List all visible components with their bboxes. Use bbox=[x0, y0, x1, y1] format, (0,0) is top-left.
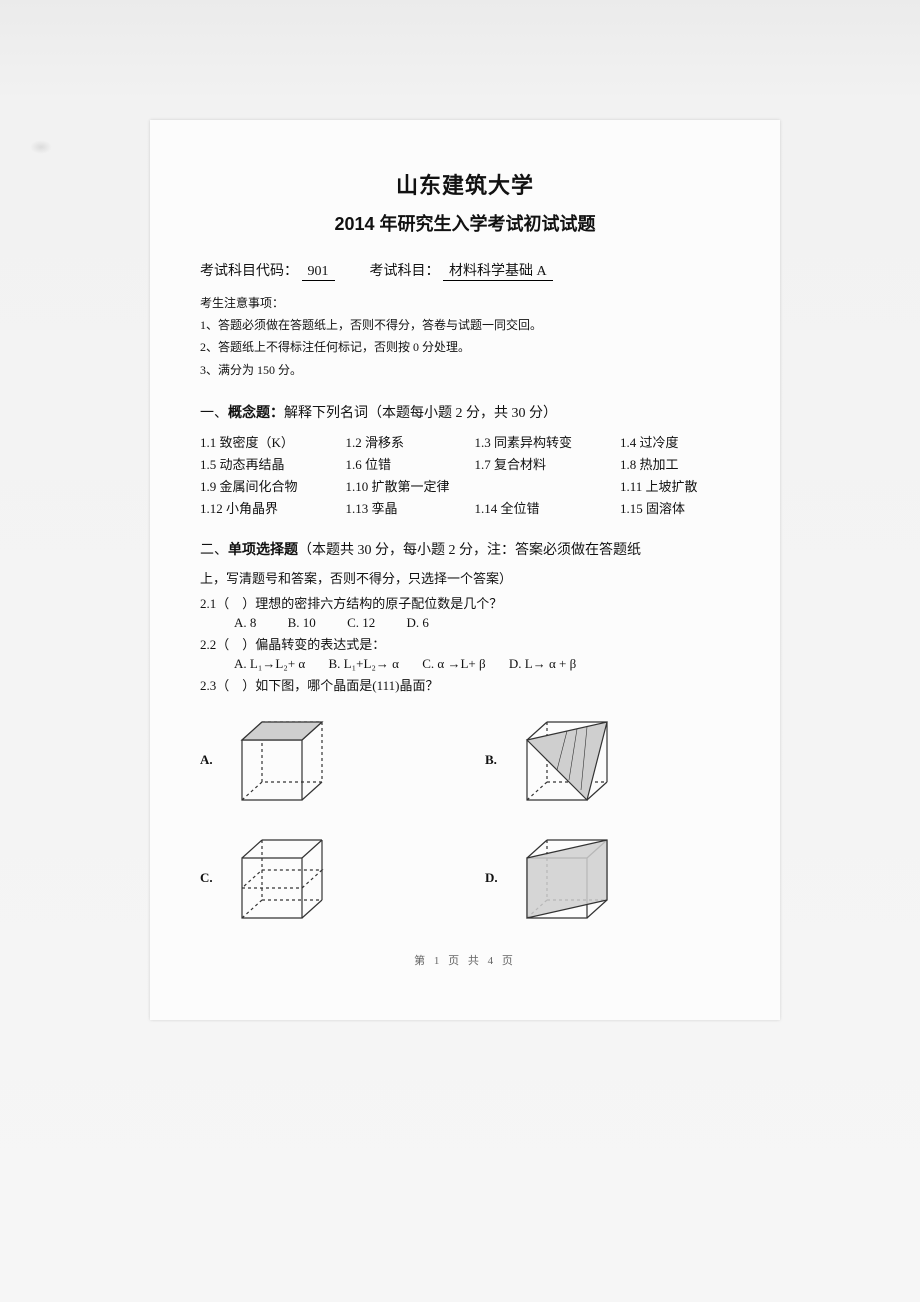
term: 1.2 滑移系 bbox=[346, 432, 467, 451]
sect1-prefix: 一、 bbox=[200, 406, 228, 421]
sect2-heading-cont: 上，写清题号和答案，否则不得分，只选择一个答案） bbox=[200, 569, 730, 590]
subject-code-label: 考试科目代码： bbox=[200, 264, 298, 279]
cube-a-icon bbox=[222, 710, 342, 810]
q22-stem: 2.2（ ）偏晶转变的表达式是： bbox=[200, 635, 730, 656]
q21-options: A. 8 B. 10 C. 12 D. 6 bbox=[234, 615, 730, 631]
term: 1.9 金属间化合物 bbox=[200, 476, 338, 495]
q21-opt-d: D. 6 bbox=[406, 615, 428, 630]
paper-smudge bbox=[30, 140, 52, 154]
cube-a-label: A. bbox=[200, 752, 222, 768]
subject-line: 考试科目代码： 901 考试科目： 材料科学基础 A bbox=[200, 260, 730, 280]
sect1-rest: 解释下列名词（本题每小题 2 分，共 30 分） bbox=[284, 406, 557, 421]
cube-c-label: C. bbox=[200, 870, 222, 886]
sect2-bold: 单项选择题 bbox=[228, 543, 298, 558]
term: 1.1 致密度（K） bbox=[200, 432, 338, 451]
notice-item: 2、答题纸上不得标注任何标记，否则按 0 分处理。 bbox=[200, 337, 730, 357]
sect2-rest: （本题共 30 分，每小题 2 分，注：答案必须做在答题纸 bbox=[298, 543, 641, 558]
cube-b-label: B. bbox=[485, 752, 507, 768]
cube-d-label: D. bbox=[485, 870, 507, 886]
term: 1.6 位错 bbox=[346, 454, 467, 473]
university-name: 山东建筑大学 bbox=[200, 168, 730, 200]
cube-c-icon bbox=[222, 828, 342, 928]
cube-a-cell: A. bbox=[200, 710, 445, 810]
subject-code: 901 bbox=[302, 264, 335, 281]
term: 1.10 扩散第一定律 bbox=[346, 476, 613, 495]
q22-opt-a: A. L₁→L₂+ α bbox=[234, 656, 305, 671]
cube-d-cell: D. bbox=[485, 828, 730, 928]
q21-stem: 2.1（ ）理想的密排六方结构的原子配位数是几个？ bbox=[200, 594, 730, 615]
q22-options: A. L₁→L₂+ α B. L₁+L₂→ α C. α →L+ β D. L→… bbox=[234, 656, 730, 672]
notice-item: 3、满分为 150 分。 bbox=[200, 360, 730, 380]
term: 1.15 固溶体 bbox=[620, 498, 730, 517]
q21-opt-b: B. 10 bbox=[288, 615, 316, 630]
section-1-heading: 一、概念题：解释下列名词（本题每小题 2 分，共 30 分） bbox=[200, 402, 730, 422]
subject-name: 材料科学基础 A bbox=[443, 264, 553, 281]
q23-stem: 2.3（ ）如下图，哪个晶面是(111)晶面？ bbox=[200, 676, 730, 697]
notice-heading: 考生注意事项： bbox=[200, 294, 730, 311]
q21-opt-a: A. 8 bbox=[234, 615, 256, 630]
terms-grid: 1.1 致密度（K） 1.2 滑移系 1.3 同素异构转变 1.4 过冷度 1.… bbox=[200, 432, 730, 517]
q22-opt-b: B. L₁+L₂→ α bbox=[328, 656, 399, 671]
term: 1.13 孪晶 bbox=[346, 498, 467, 517]
sect2-prefix: 二、 bbox=[200, 543, 228, 558]
subject-name-label: 考试科目： bbox=[370, 264, 440, 279]
term: 1.14 全位错 bbox=[475, 498, 613, 517]
cube-c-cell: C. bbox=[200, 828, 445, 928]
scan-background: 山东建筑大学 2014 年研究生入学考试初试试题 考试科目代码： 901 考试科… bbox=[0, 0, 920, 1302]
term: 1.3 同素异构转变 bbox=[475, 432, 613, 451]
term: 1.7 复合材料 bbox=[475, 454, 613, 473]
section-2-heading: 二、单项选择题（本题共 30 分，每小题 2 分，注：答案必须做在答题纸 bbox=[200, 539, 730, 559]
q21-opt-c: C. 12 bbox=[347, 615, 375, 630]
q22-opt-d: D. L→ α + β bbox=[509, 656, 576, 671]
sect1-bold: 概念题： bbox=[228, 406, 284, 421]
term: 1.11 上坡扩散 bbox=[620, 476, 730, 495]
notice-item: 1、答题必须做在答题纸上，否则不得分，答卷与试题一同交回。 bbox=[200, 315, 730, 335]
cube-figures: A. B. bbox=[200, 710, 730, 928]
q22-opt-c: C. α →L+ β bbox=[422, 656, 485, 671]
exam-title: 2014 年研究生入学考试初试试题 bbox=[200, 210, 730, 236]
page-number: 第 1 页 共 4 页 bbox=[200, 952, 730, 968]
term: 1.4 过冷度 bbox=[620, 432, 730, 451]
term: 1.8 热加工 bbox=[620, 454, 730, 473]
cube-b-cell: B. bbox=[485, 710, 730, 810]
cube-d-icon bbox=[507, 828, 627, 928]
term: 1.5 动态再结晶 bbox=[200, 454, 338, 473]
term: 1.12 小角晶界 bbox=[200, 498, 338, 517]
cube-b-icon bbox=[507, 710, 627, 810]
exam-page: 山东建筑大学 2014 年研究生入学考试初试试题 考试科目代码： 901 考试科… bbox=[150, 120, 780, 1020]
